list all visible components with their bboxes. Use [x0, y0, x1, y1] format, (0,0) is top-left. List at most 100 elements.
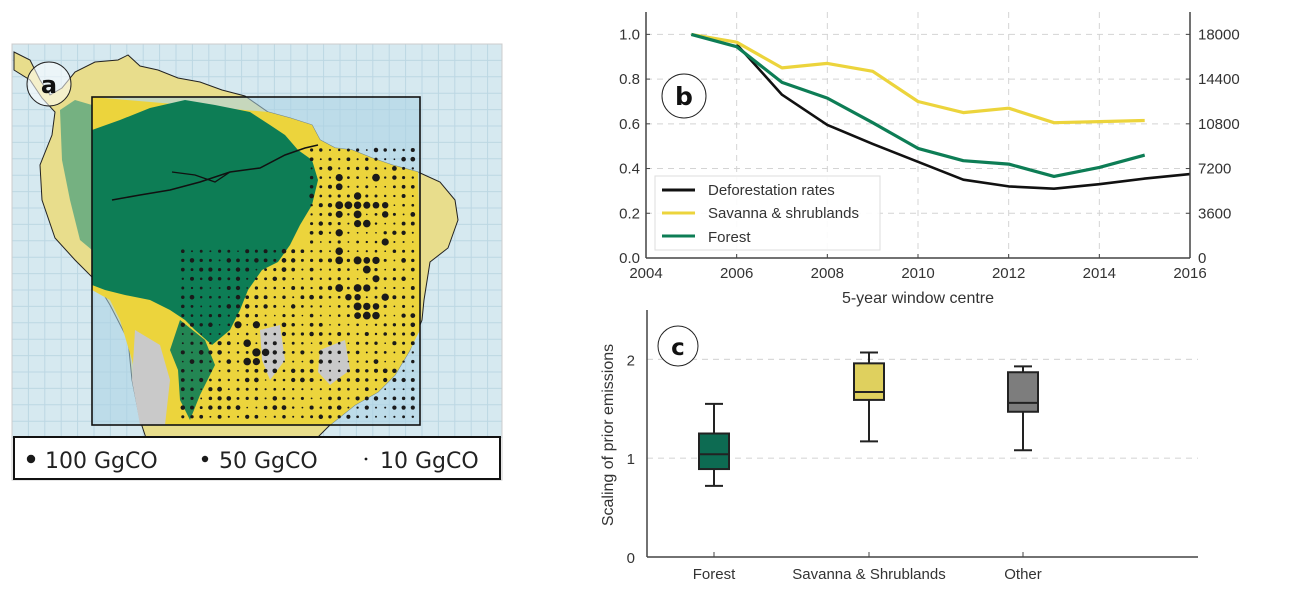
emission-dot — [199, 414, 204, 419]
emission-dot — [383, 304, 387, 309]
emission-dot — [393, 158, 396, 161]
emission-dot — [190, 322, 194, 327]
emission-dot — [217, 277, 222, 281]
emission-dot — [353, 302, 362, 311]
emission-dot — [301, 305, 304, 308]
emission-dot — [328, 295, 332, 299]
emission-dot — [365, 157, 369, 161]
emission-dot — [208, 405, 213, 410]
emission-dot — [384, 185, 387, 188]
emission-dot — [300, 332, 305, 336]
emission-dot — [355, 166, 360, 171]
emission-dot — [402, 369, 405, 372]
emission-dot — [273, 258, 277, 262]
legend-dot-100 — [26, 454, 36, 464]
emission-dot — [310, 167, 313, 170]
emission-dot — [218, 295, 221, 299]
emission-dot — [373, 359, 379, 364]
emission-dot — [255, 406, 258, 409]
emission-dot — [356, 360, 359, 363]
emission-dot — [319, 305, 322, 308]
emission-dot — [208, 369, 212, 373]
emission-dot — [245, 295, 249, 299]
emission-dot — [181, 304, 185, 309]
emission-dot — [273, 286, 277, 290]
emission-dot — [338, 148, 341, 152]
emission-dot — [291, 249, 296, 254]
emission-dot — [301, 360, 304, 363]
emission-dot — [365, 296, 368, 299]
emission-dot — [190, 286, 194, 290]
emission-dot — [208, 313, 213, 318]
panel-label-a: a — [26, 61, 72, 107]
emission-dot — [281, 248, 287, 254]
emission-dot — [402, 213, 405, 216]
emission-dot — [272, 341, 277, 346]
emission-dot — [319, 378, 322, 382]
emission-dot — [263, 295, 268, 300]
emission-dot — [272, 359, 277, 364]
emission-dot — [364, 405, 369, 410]
c-boxes — [698, 351, 1039, 487]
emission-dot — [292, 388, 295, 391]
svg-text:c: c — [671, 335, 685, 361]
emission-dot — [356, 231, 359, 234]
emission-dot — [263, 368, 268, 373]
emission-dot — [209, 332, 212, 336]
emission-dot — [337, 222, 341, 226]
emission-dot — [245, 267, 250, 272]
emission-dot — [328, 221, 332, 226]
emission-dot — [309, 322, 314, 327]
emission-dot — [384, 176, 387, 179]
emission-dot — [264, 332, 268, 336]
emission-dot — [291, 286, 296, 290]
emission-dot — [401, 221, 406, 226]
emission-dot — [383, 231, 387, 235]
emission-dot — [218, 378, 222, 382]
emission-dot — [336, 405, 342, 410]
emission-dot — [292, 296, 295, 299]
emission-dot — [181, 342, 184, 345]
emission-dot — [328, 378, 332, 382]
emission-dot — [309, 331, 314, 337]
emission-dot — [329, 323, 331, 326]
emission-dot — [319, 249, 323, 253]
emission-dot — [411, 176, 414, 179]
emission-dot — [301, 388, 304, 391]
emission-dot — [318, 203, 323, 208]
emission-dot — [300, 249, 305, 254]
emission-dot — [365, 149, 368, 151]
emission-dot — [356, 250, 359, 253]
emission-dot — [328, 212, 332, 217]
emission-dot — [217, 414, 222, 419]
emission-dot — [281, 267, 287, 272]
emission-dot — [337, 277, 341, 281]
andes-forest — [60, 100, 92, 250]
emission-dot — [274, 314, 276, 317]
emission-dot — [254, 368, 259, 373]
emission-dot — [245, 313, 250, 318]
emission-dot — [356, 323, 359, 327]
emission-dot — [235, 285, 241, 291]
emission-dot — [199, 369, 203, 373]
emission-dot — [208, 387, 213, 392]
emission-dot — [384, 250, 387, 253]
emission-dot — [365, 351, 368, 354]
emission-dot — [226, 286, 231, 290]
b-series-lines — [690, 32, 1191, 190]
emission-dot — [319, 268, 322, 271]
emission-dot — [410, 212, 416, 217]
emission-dot — [335, 284, 344, 292]
emission-dot — [208, 276, 213, 282]
emission-dot — [356, 185, 359, 188]
emission-dot — [411, 258, 415, 263]
emission-dot — [181, 249, 185, 253]
emission-dot — [347, 397, 350, 400]
emission-dot — [318, 258, 323, 263]
emission-dot — [181, 369, 185, 373]
emission-dot — [347, 176, 350, 179]
emission-dot — [335, 256, 344, 265]
emission-dot — [381, 211, 389, 218]
emission-dot — [384, 360, 387, 363]
emission-dot — [401, 230, 406, 235]
